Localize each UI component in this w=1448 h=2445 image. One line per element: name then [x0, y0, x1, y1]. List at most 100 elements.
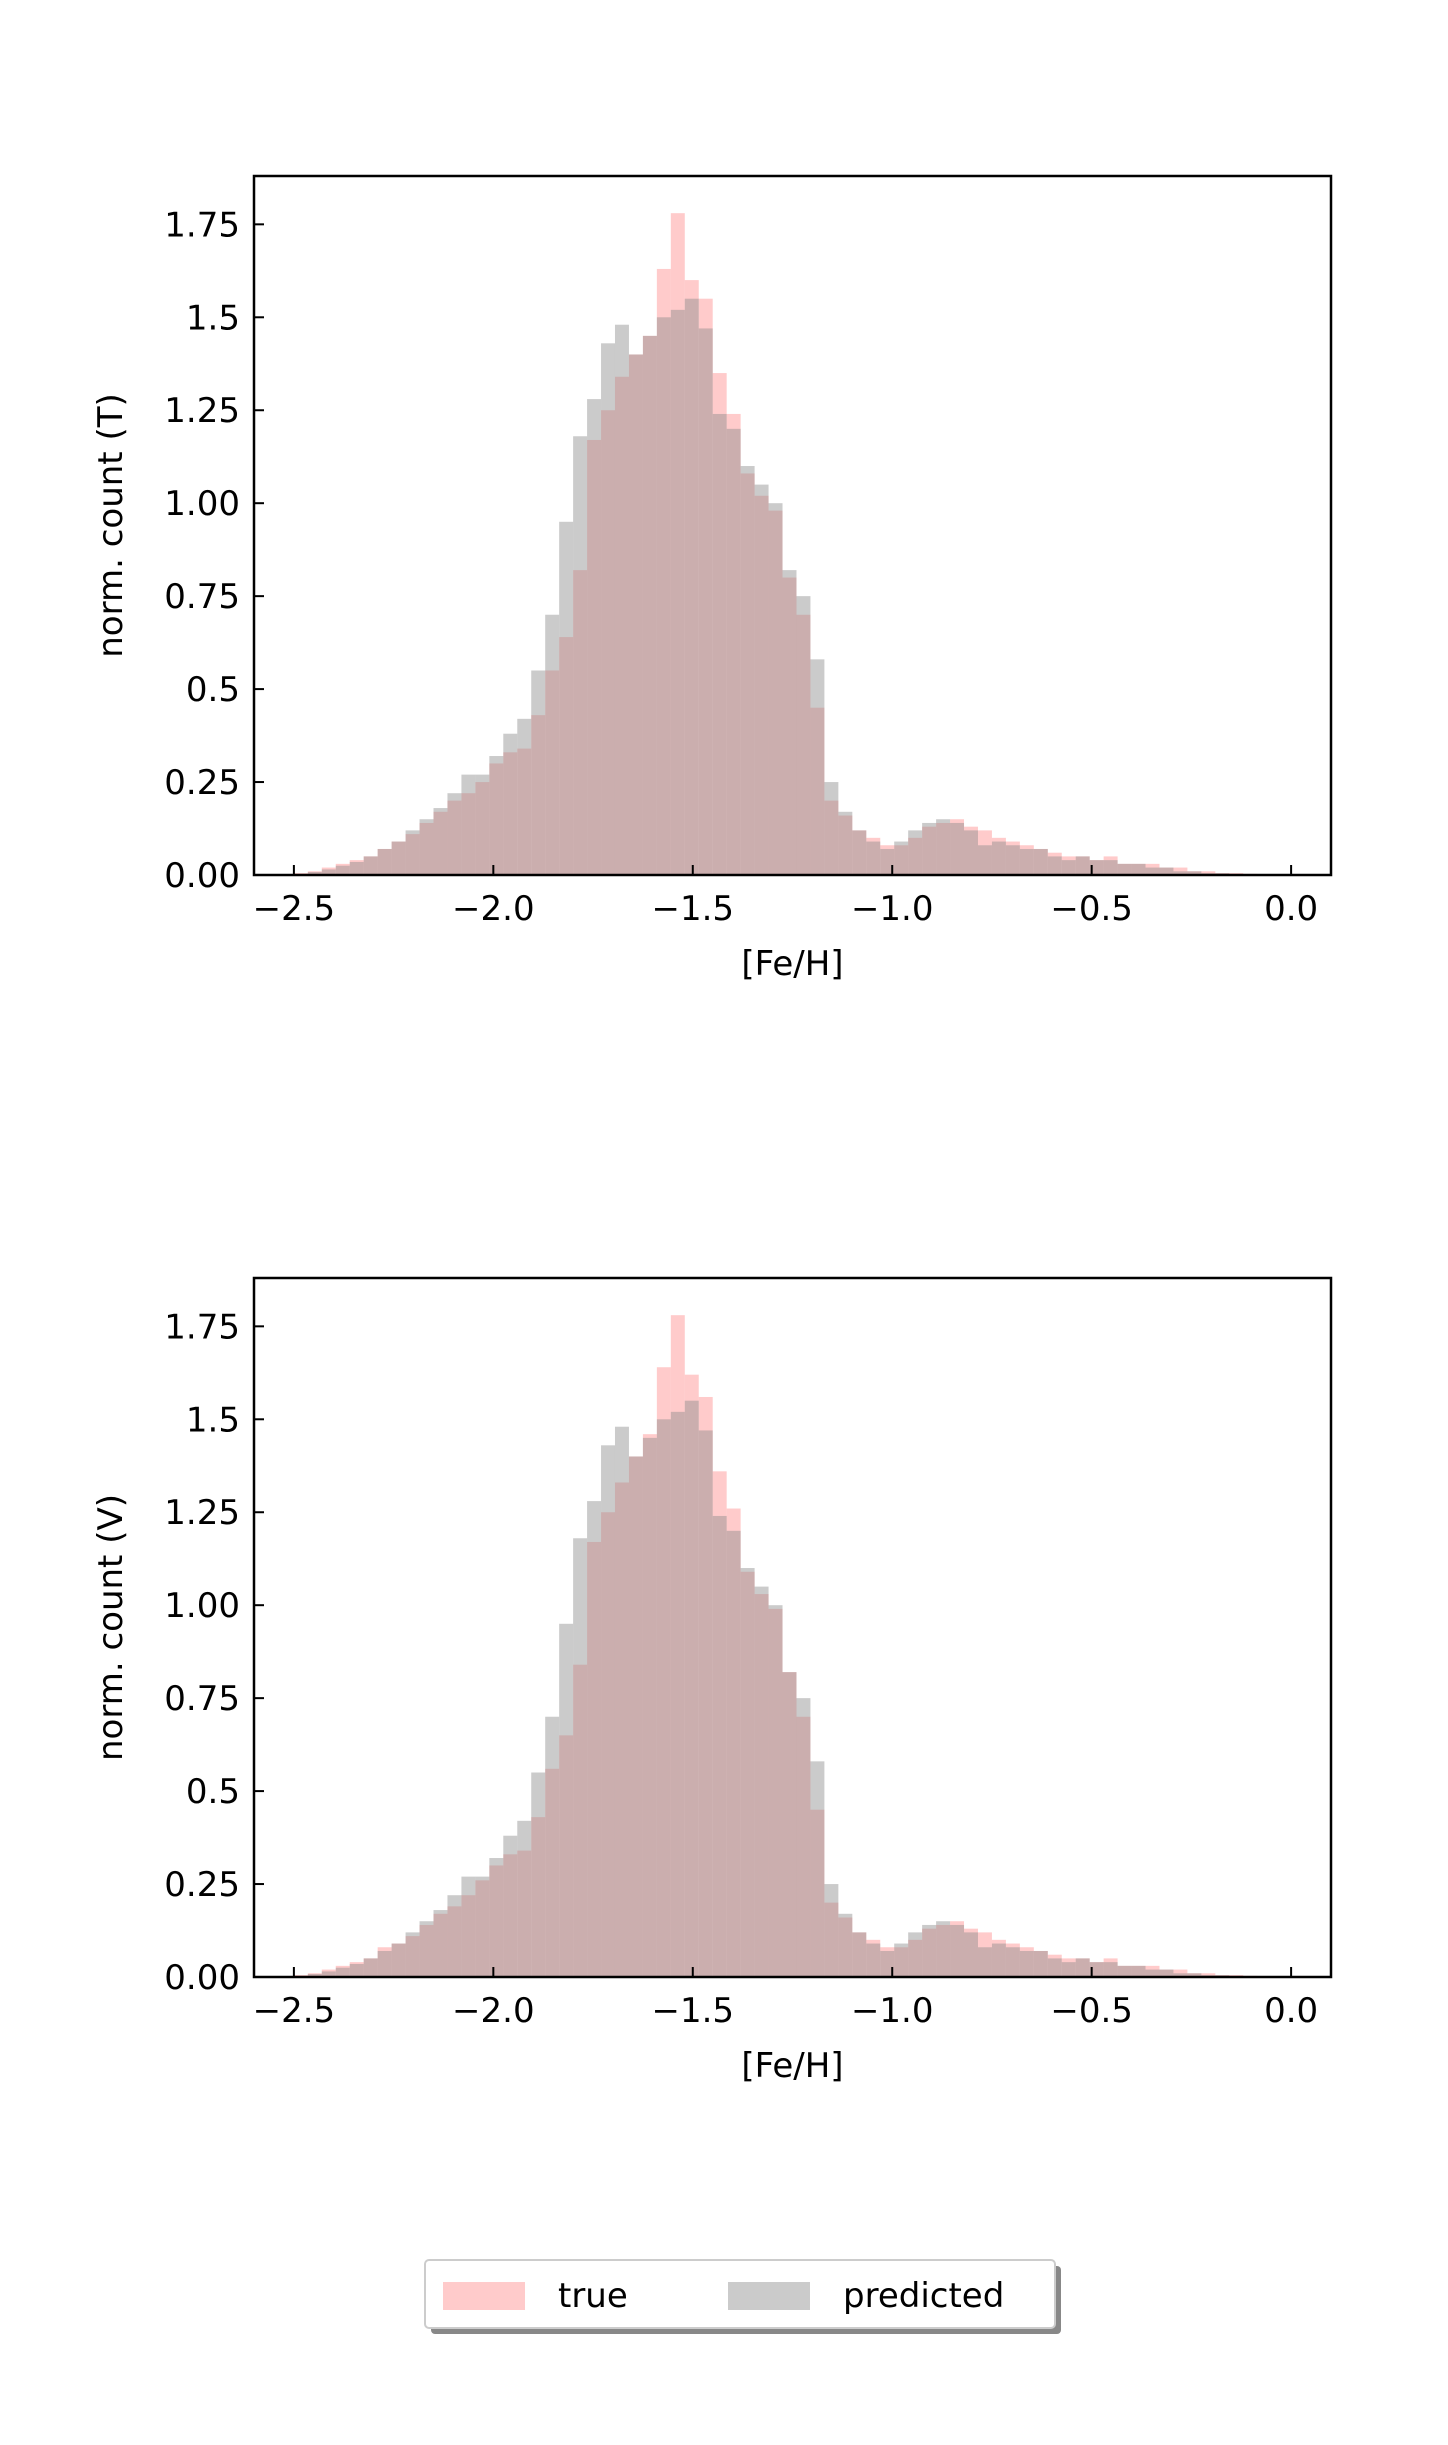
hist-bar [378, 849, 392, 875]
hist-bar [1062, 860, 1076, 875]
hist-bar [1048, 1958, 1062, 1977]
hist-bar [950, 823, 964, 875]
x-tick-label: −0.5 [1050, 1991, 1133, 2031]
y-axis-label: norm. count (V) [91, 1494, 131, 1761]
hist-bar [824, 1884, 838, 1977]
hist-bar [894, 842, 908, 875]
hist-bar [573, 436, 587, 875]
x-tick-label: −1.0 [851, 1991, 934, 2031]
hist-bar [741, 466, 755, 875]
y-tick-label: 1.25 [164, 391, 240, 431]
hist-bar [629, 1456, 643, 1977]
hist-bar [461, 775, 475, 875]
hist-bar [350, 1964, 364, 1977]
x-tick-label: −0.5 [1050, 889, 1133, 929]
legend-label: true [558, 2276, 628, 2316]
hist-bar [434, 808, 448, 875]
hist-bar [392, 1944, 406, 1977]
hist-bar [643, 336, 657, 875]
hist-bar [824, 782, 838, 875]
hist-bar [671, 310, 685, 875]
hist-bar [783, 570, 797, 875]
x-tick-label: −1.5 [651, 889, 734, 929]
hist-bar [755, 485, 769, 875]
hist-bar [559, 522, 573, 875]
hist-bar [364, 856, 378, 875]
hist-bar [1132, 1966, 1146, 1977]
hist-bar [531, 671, 545, 875]
hist-bar [503, 734, 517, 875]
x-tick-label: −2.0 [452, 1991, 535, 2031]
hist-bar [364, 1958, 378, 1977]
x-tick-label: 0.0 [1264, 889, 1318, 929]
hist-bar [406, 1932, 420, 1977]
hist-bar [1104, 860, 1118, 875]
hist-bar [475, 1877, 489, 1977]
hist-bar [447, 793, 461, 875]
hist-bar [587, 399, 601, 875]
hist-bar [1118, 1966, 1132, 1977]
hist-bar [671, 1412, 685, 1977]
hist-bar [1118, 864, 1132, 875]
hist-bar [978, 845, 992, 875]
hist-bar [461, 1877, 475, 1977]
hist-bar [643, 1438, 657, 1977]
hist-bar [727, 1531, 741, 1977]
y-tick-label: 0.75 [164, 1679, 240, 1719]
hist-bar [741, 1568, 755, 1977]
hist-bar [336, 1968, 350, 1977]
hist-bar [852, 830, 866, 875]
hist-bar [1104, 1962, 1118, 1977]
hist-bar [755, 1587, 769, 1977]
x-tick-label: −1.5 [651, 1991, 734, 2031]
hist-bar [769, 503, 783, 875]
hist-bar [713, 414, 727, 875]
hist-bar [796, 596, 810, 875]
hist-bar [559, 1624, 573, 1977]
hist-bar [838, 812, 852, 875]
hist-bar [657, 317, 671, 875]
hist-bar [657, 1419, 671, 1977]
hist-bar [517, 1821, 531, 1977]
x-axis-label: [Fe/H] [741, 944, 843, 984]
hist-bar [685, 1401, 699, 1977]
hist-bar [713, 1516, 727, 1977]
y-tick-label: 1.5 [186, 298, 240, 338]
x-axis-label: [Fe/H] [741, 2046, 843, 2086]
hist-bar [1006, 845, 1020, 875]
y-tick-label: 0.5 [186, 1772, 240, 1812]
hist-bar [489, 756, 503, 875]
hist-bar [866, 1944, 880, 1977]
hist-bar [434, 1910, 448, 1977]
hist-bar [978, 1947, 992, 1977]
hist-bar [922, 823, 936, 875]
hist-bar [783, 1672, 797, 1977]
y-tick-label: 0.25 [164, 1865, 240, 1905]
hist-bar [838, 1914, 852, 1977]
hist-bar [545, 615, 559, 875]
y-tick-label: 1.00 [164, 484, 240, 524]
hist-bar [1048, 856, 1062, 875]
y-tick-label: 0.25 [164, 763, 240, 803]
x-tick-label: −2.0 [452, 889, 535, 929]
hist-bar [908, 830, 922, 875]
hist-bar [350, 862, 364, 875]
hist-bar [587, 1501, 601, 1977]
hist-bar [420, 819, 434, 875]
hist-bar [406, 830, 420, 875]
legend-label: predicted [843, 2276, 1004, 2316]
hist-bar [1034, 1951, 1048, 1977]
y-tick-label: 1.5 [186, 1400, 240, 1440]
hist-bar [908, 1932, 922, 1977]
hist-bar [685, 299, 699, 875]
y-tick-label: 0.5 [186, 670, 240, 710]
y-tick-label: 1.75 [164, 1307, 240, 1347]
x-tick-label: −2.5 [253, 1991, 336, 2031]
hist-bar [615, 1427, 629, 1977]
hist-bar [545, 1717, 559, 1977]
legend-swatch [443, 2282, 525, 2310]
y-tick-label: 0.75 [164, 577, 240, 617]
hist-bar [615, 325, 629, 875]
hist-bar [1076, 1958, 1090, 1977]
hist-bar [796, 1698, 810, 1977]
